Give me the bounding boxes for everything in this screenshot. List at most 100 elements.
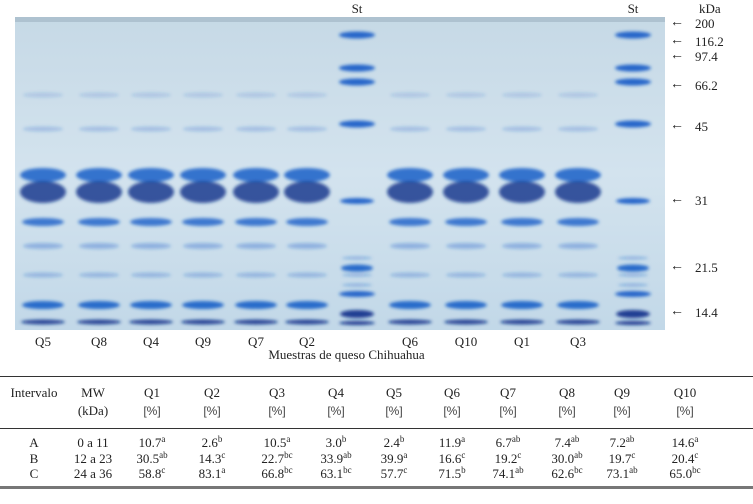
column-header-unit: [%] bbox=[443, 404, 461, 418]
sample-band bbox=[233, 181, 279, 203]
sample-band bbox=[501, 218, 543, 226]
sample-band bbox=[389, 218, 431, 226]
sample-band bbox=[183, 272, 223, 278]
marker-label: 31 bbox=[695, 193, 708, 208]
table-header-rule bbox=[0, 428, 753, 429]
sample-band bbox=[390, 243, 430, 249]
column-header-unit: [%] bbox=[613, 404, 631, 418]
standard-band bbox=[617, 264, 649, 272]
sample-band bbox=[78, 218, 120, 226]
table-cell-value: 30.5ab bbox=[136, 450, 167, 467]
standard-band bbox=[618, 283, 648, 287]
table-cell-value: 57.7c bbox=[381, 466, 408, 482]
marker-label: 14.4 bbox=[695, 305, 718, 320]
sample-band bbox=[557, 218, 599, 226]
table-bottom-rule bbox=[0, 486, 753, 489]
standard-band bbox=[339, 64, 375, 72]
table-cell-value: 63.1bc bbox=[320, 466, 351, 482]
table-cell-value: 2.6b bbox=[202, 435, 223, 451]
significance-letter: ab bbox=[343, 449, 352, 460]
sds-page-gel-image bbox=[15, 17, 665, 330]
sample-band bbox=[79, 126, 119, 132]
value: 58.8 bbox=[138, 466, 162, 481]
sample-band bbox=[76, 168, 122, 182]
sample-band bbox=[131, 243, 171, 249]
sample-band bbox=[128, 168, 174, 182]
lane-label: Q5 bbox=[35, 334, 51, 349]
sample-band bbox=[558, 126, 598, 132]
sample-band bbox=[130, 218, 172, 226]
significance-letter: ab bbox=[511, 434, 521, 444]
column-header: Q2 bbox=[204, 385, 220, 400]
sample-band bbox=[502, 272, 542, 278]
sample-band bbox=[131, 272, 171, 278]
standard-band bbox=[339, 291, 375, 297]
value: 14.3 bbox=[198, 450, 222, 466]
sample-band bbox=[502, 243, 542, 249]
table-cell-value: 22.7bc bbox=[261, 450, 292, 467]
value: 83.1 bbox=[198, 466, 222, 481]
table-cell-value: 10.5a bbox=[264, 435, 291, 451]
significance-letter: ab bbox=[629, 465, 638, 475]
left-arrow-icon: ← bbox=[670, 33, 684, 48]
column-header-unit: [%] bbox=[676, 404, 694, 418]
column-header: Intervalo bbox=[10, 385, 58, 400]
significance-letter: a bbox=[286, 434, 291, 444]
significance-letter: bc bbox=[343, 465, 352, 475]
significance-letter: b bbox=[461, 465, 466, 475]
table-cell-value: 20.4c bbox=[672, 450, 699, 467]
standard-band bbox=[340, 198, 374, 204]
column-header-unit: [%] bbox=[558, 404, 576, 418]
left-arrow-icon: ← bbox=[670, 259, 684, 274]
table-cell-value: 62.6bc bbox=[551, 466, 582, 482]
significance-letter: bc bbox=[574, 465, 583, 475]
sample-band bbox=[388, 319, 432, 325]
table-cell-value: 11.9a bbox=[439, 435, 465, 451]
table-cell-value: 66.8bc bbox=[261, 466, 292, 482]
lane-label: Q2 bbox=[299, 334, 315, 349]
sample-band bbox=[558, 92, 598, 98]
sample-band bbox=[390, 126, 430, 132]
table-cell-value: 7.4ab bbox=[555, 435, 580, 451]
significance-letter: a bbox=[221, 465, 226, 475]
marker-label: 97.4 bbox=[695, 49, 718, 64]
standard-lane-label: St bbox=[351, 1, 363, 16]
significance-letter: b bbox=[341, 434, 347, 444]
sample-band bbox=[76, 181, 122, 203]
sample-band bbox=[502, 92, 542, 98]
significance-letter: b bbox=[399, 434, 405, 444]
significance-letter: c bbox=[461, 449, 466, 460]
standard-band bbox=[616, 198, 650, 204]
standard-band bbox=[342, 256, 372, 260]
row-interval: B bbox=[29, 450, 39, 466]
significance-letter: ab bbox=[574, 449, 583, 460]
sample-band bbox=[445, 301, 487, 309]
sample-band bbox=[20, 181, 66, 203]
sample-band bbox=[499, 181, 545, 203]
value: 7.4 bbox=[554, 435, 571, 450]
sample-band bbox=[557, 301, 599, 309]
table-cell-value: 58.8c bbox=[139, 466, 166, 482]
sample-band bbox=[446, 272, 486, 278]
sample-band bbox=[131, 92, 171, 98]
lane-label: Q10 bbox=[454, 334, 478, 349]
standard-band bbox=[618, 256, 648, 260]
sample-band bbox=[182, 218, 224, 226]
lane-label: Q9 bbox=[195, 334, 211, 349]
standard-band bbox=[339, 31, 375, 39]
standard-band bbox=[339, 120, 375, 128]
sample-band bbox=[287, 92, 327, 98]
standard-band bbox=[616, 310, 650, 318]
sample-band bbox=[22, 301, 64, 309]
value: 33.9 bbox=[320, 450, 344, 466]
marker-label: 45 bbox=[695, 119, 708, 134]
sample-band bbox=[556, 319, 600, 325]
sample-band bbox=[128, 181, 174, 203]
sample-band bbox=[131, 126, 171, 132]
value: 11.9 bbox=[438, 435, 462, 450]
sample-band bbox=[443, 168, 489, 182]
table-cell-value: 6.7ab bbox=[496, 435, 521, 451]
sample-band bbox=[183, 243, 223, 249]
standard-band bbox=[340, 310, 374, 318]
sample-band bbox=[285, 319, 329, 325]
